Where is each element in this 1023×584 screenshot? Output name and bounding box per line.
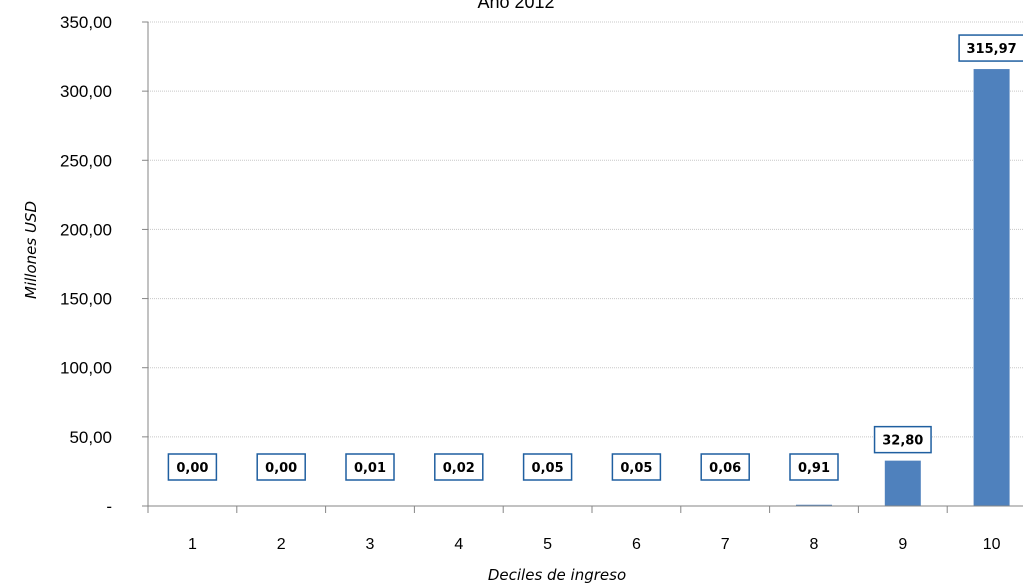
- data-label: 0,00: [167, 453, 218, 481]
- data-label-box: [873, 425, 932, 454]
- bars: [352, 69, 1010, 507]
- x-tick-label: 1: [188, 536, 197, 553]
- chart-title: Año 2012: [477, 0, 554, 12]
- data-label-text: 0,05: [532, 461, 564, 476]
- data-label-box: [434, 453, 484, 481]
- data-label-box: [611, 453, 662, 481]
- bar: [796, 504, 832, 506]
- data-label: 0,91: [789, 453, 839, 481]
- data-label-text: 0,01: [354, 461, 386, 476]
- data-label: 0,01: [345, 453, 395, 481]
- data-label-text: 0,00: [176, 461, 208, 476]
- data-label-text: 32,80: [882, 434, 923, 449]
- x-tick-label: 9: [898, 536, 907, 553]
- x-axis-title: Deciles de ingreso: [488, 566, 626, 584]
- data-label-box: [958, 34, 1023, 62]
- y-tick-label: 350,00: [60, 13, 112, 32]
- bar: [884, 460, 921, 506]
- x-tick-label: 2: [277, 536, 286, 553]
- x-tick-label: 8: [810, 536, 819, 553]
- data-label: 0,06: [700, 453, 750, 481]
- gridlines: [148, 21, 1023, 438]
- x-tick-label: 5: [543, 536, 552, 553]
- data-label: 315,97: [958, 34, 1023, 62]
- data-labels: 0,00 0,00 0,01 0,02 0,05 0,05 0,06 0,91 32,80 315…: [167, 34, 1023, 481]
- y-tick-label: -: [106, 497, 112, 516]
- y-tick-label: 200,00: [60, 220, 112, 239]
- data-label: 0,02: [434, 453, 484, 481]
- data-label: 0,00: [256, 453, 306, 481]
- x-tick-label: 7: [721, 536, 730, 553]
- data-label-box: [167, 453, 218, 481]
- y-tick-label: 150,00: [60, 290, 112, 309]
- data-label-box: [345, 453, 395, 481]
- data-label-text: 315,97: [967, 42, 1017, 57]
- data-label-text: 0,05: [620, 461, 652, 476]
- y-tick-label: 100,00: [60, 359, 112, 378]
- data-label-box: [522, 453, 573, 481]
- y-axis-title: Millones USD: [22, 201, 40, 299]
- y-tick-label: 300,00: [60, 82, 112, 101]
- x-tick-label: 6: [632, 536, 641, 553]
- data-label-text: 0,06: [709, 461, 741, 476]
- data-label: 0,05: [522, 453, 573, 481]
- data-label-text: 0,00: [265, 461, 297, 476]
- x-tick-labels: 1 2 3 4 5 6 7 8 9 10: [188, 536, 1001, 553]
- y-tick-label: 50,00: [69, 428, 112, 447]
- axes: [142, 21, 1023, 513]
- data-label-text: 0,91: [798, 461, 830, 476]
- data-label: 32,80: [873, 425, 932, 454]
- data-label: 0,05: [611, 453, 662, 481]
- data-label-box: [789, 453, 839, 481]
- data-label-box: [700, 453, 750, 481]
- x-tick-label: 4: [454, 536, 463, 553]
- bar: [973, 69, 1010, 507]
- x-tick-label: 10: [983, 536, 1001, 553]
- data-label-box: [256, 453, 306, 481]
- x-tick-label: 3: [366, 536, 375, 553]
- data-label-text: 0,02: [443, 461, 475, 476]
- y-tick-labels: - 50,00 100,00 150,00 200,00 250,00 300,00 350,…: [60, 13, 112, 516]
- y-tick-label: 250,00: [60, 151, 112, 170]
